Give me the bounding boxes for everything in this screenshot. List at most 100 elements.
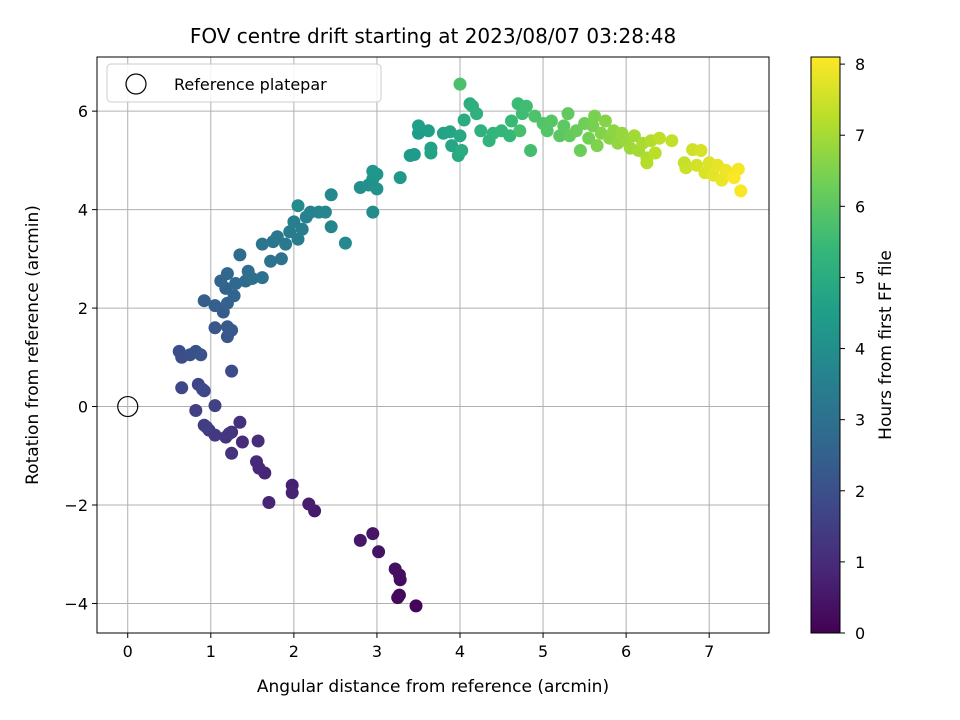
data-point (200, 420, 214, 434)
data-point (235, 435, 249, 449)
colorbar-tick-label: 3 (855, 411, 865, 430)
data-point (285, 486, 299, 500)
data-point (227, 289, 241, 303)
data-point (528, 109, 542, 123)
data-point (291, 199, 305, 213)
data-point (588, 109, 602, 123)
data-point (233, 248, 247, 262)
y-tick-label: −4 (64, 594, 88, 613)
data-point (353, 533, 367, 547)
data-point (208, 321, 222, 335)
x-tick-label: 6 (621, 642, 631, 661)
data-point (229, 277, 243, 290)
y-axis-label: Rotation from reference (arcmin) (23, 205, 43, 485)
data-point (366, 205, 380, 219)
colorbar-tick-label: 1 (855, 553, 865, 572)
chart-title: FOV centre drift starting at 2023/08/07 … (190, 24, 676, 48)
data-point (274, 252, 288, 266)
data-point (393, 171, 407, 185)
data-point (255, 271, 269, 285)
data-point (189, 404, 203, 417)
data-point (582, 131, 596, 145)
data-point (409, 599, 423, 613)
data-point (250, 455, 263, 469)
data-point (453, 129, 467, 143)
data-point (474, 124, 488, 138)
data-point (245, 272, 259, 285)
data-point (694, 144, 708, 157)
x-tick-label: 3 (372, 642, 382, 661)
data-point (175, 381, 189, 395)
colorbar-tick-label: 5 (855, 268, 865, 287)
data-point (283, 225, 297, 239)
data-point (652, 131, 666, 145)
data-point (287, 215, 301, 229)
colorbar-tick-label: 8 (855, 55, 865, 74)
y-tick-label: 4 (78, 201, 88, 220)
data-point (255, 237, 269, 251)
data-point (318, 205, 332, 219)
x-tick-label: 7 (704, 642, 714, 661)
data-point (391, 591, 405, 605)
data-point (445, 139, 459, 153)
data-point (388, 562, 402, 576)
data-point (370, 182, 384, 196)
data-points (117, 77, 748, 613)
data-point (324, 220, 338, 234)
x-tick-label: 5 (538, 642, 548, 661)
x-tick-label: 1 (206, 642, 216, 661)
data-point (443, 125, 457, 139)
legend: Reference platepar (106, 63, 382, 103)
data-point (553, 129, 567, 143)
colorbar-ticks: 0 1 2 3 4 5 6 7 8 (840, 55, 865, 643)
data-point (222, 427, 236, 441)
data-point (220, 267, 234, 281)
data-point (251, 434, 265, 448)
data-point (640, 156, 654, 170)
colorbar-tick-label: 6 (855, 197, 865, 216)
data-point (455, 144, 469, 157)
data-point (453, 77, 467, 91)
legend-entry-label: Reference platepar (174, 75, 327, 94)
data-point (197, 294, 211, 308)
data-point (561, 107, 575, 121)
data-point (366, 527, 380, 541)
data-point (208, 299, 222, 313)
data-point (627, 129, 641, 143)
data-point (220, 320, 234, 334)
data-point (457, 113, 471, 127)
colorbar-tick-label: 7 (855, 126, 865, 145)
y-tick-label: 6 (78, 102, 88, 121)
data-point (540, 124, 554, 138)
data-point (407, 148, 421, 161)
data-point (372, 545, 386, 559)
y-tick-label: −2 (64, 496, 88, 515)
data-point (264, 254, 278, 268)
colorbar-gradient (810, 56, 841, 634)
data-point (424, 146, 438, 160)
legend-marker (125, 73, 147, 95)
data-point (519, 99, 533, 113)
data-point (513, 124, 527, 138)
data-point (503, 129, 517, 143)
data-point (295, 222, 309, 236)
data-point (505, 114, 518, 128)
data-point (194, 348, 208, 362)
data-point (586, 119, 600, 133)
data-point (598, 114, 612, 128)
data-point (544, 114, 558, 128)
colorbar-label: Hours from first FF file (876, 250, 896, 440)
data-point (679, 161, 693, 175)
colorbar: 0 1 2 3 4 5 6 7 8 Hours from first FF file (810, 55, 896, 643)
data-point (302, 497, 316, 511)
y-tick-label: 2 (78, 299, 88, 318)
data-point (665, 134, 679, 148)
data-point (366, 164, 380, 178)
x-axis-ticks: 0 1 2 3 4 5 6 7 (123, 633, 714, 661)
data-point (690, 158, 704, 172)
y-axis-ticks: −4 −2 0 2 4 6 (64, 102, 97, 613)
data-point (734, 184, 748, 198)
data-point (470, 107, 484, 121)
y-tick-label: 0 (78, 398, 88, 417)
